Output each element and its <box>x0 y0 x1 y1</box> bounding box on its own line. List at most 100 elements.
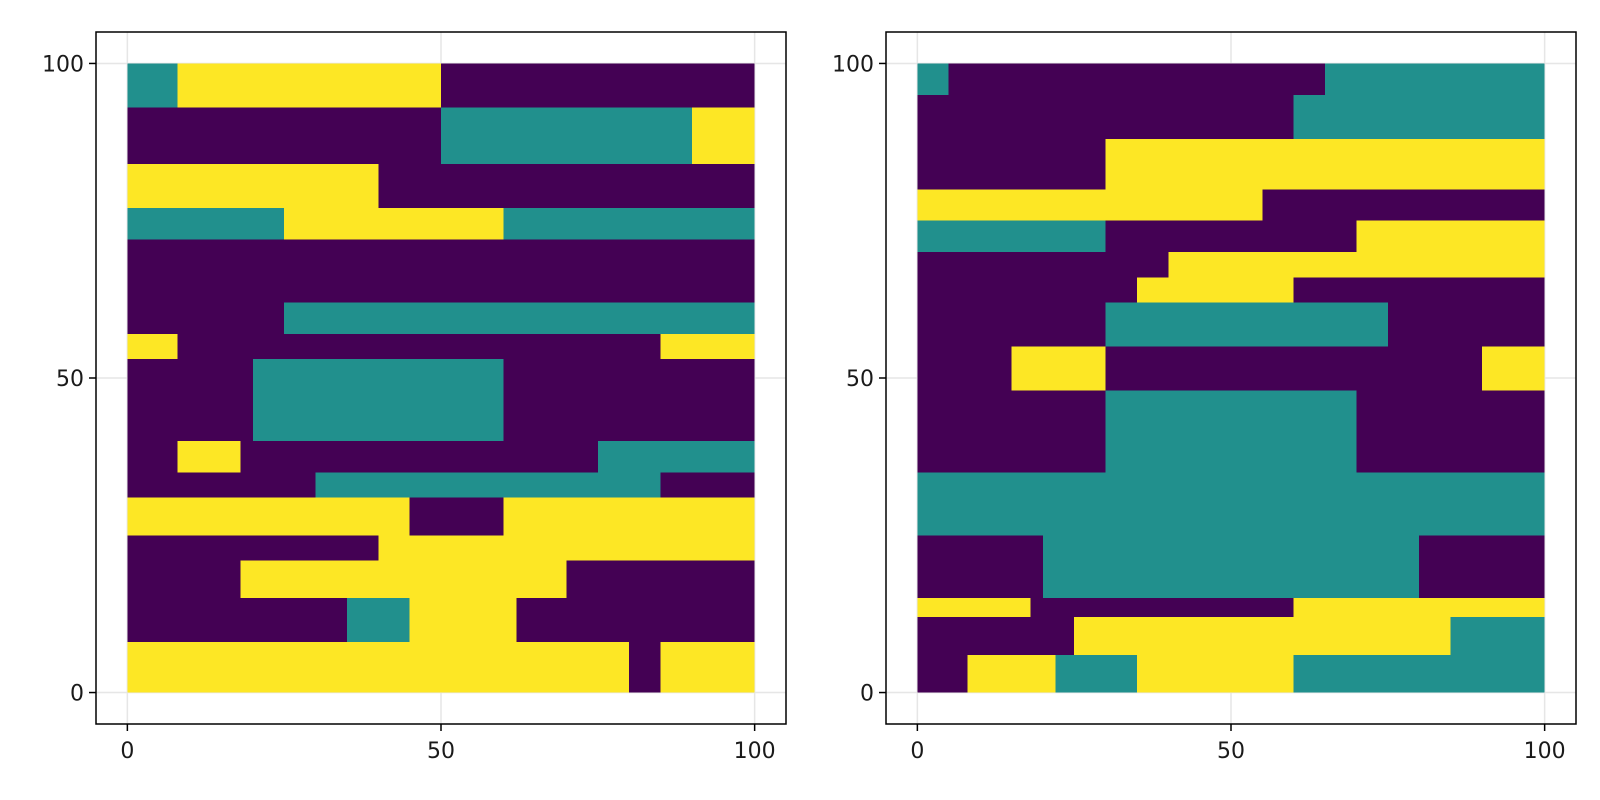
heatmap-cell-category-1 <box>917 138 1106 190</box>
heatmap-cell-category-1 <box>409 497 504 536</box>
heatmap-cell-category-2 <box>315 472 661 498</box>
heatmap-cell-category-2 <box>346 598 410 643</box>
heatmap-cell-category-1 <box>127 472 316 498</box>
heatmap-cell-category-2 <box>127 208 285 240</box>
heatmap-cell-category-1 <box>917 277 1137 303</box>
heatmap-cell-category-2 <box>1293 654 1545 693</box>
heatmap-cell-category-1 <box>948 63 1326 95</box>
heatmap-cell-category-1 <box>378 164 755 209</box>
heatmap-cell-category-3 <box>1105 138 1545 190</box>
heatmap-cell-category-2 <box>917 220 1106 253</box>
heatmap-cell-category-1 <box>1387 302 1545 347</box>
heatmap-cell-category-3 <box>284 208 504 240</box>
x-tick-label: 50 <box>427 739 455 764</box>
heatmap-cell-category-2 <box>252 359 504 441</box>
heatmap-cell-category-1 <box>917 654 968 693</box>
heatmap-cells <box>917 63 1545 693</box>
y-tick-label: 100 <box>832 52 874 77</box>
heatmap-cell-category-3 <box>917 598 1031 618</box>
heatmap-cell-category-3 <box>1011 346 1106 391</box>
heatmap-cell-category-1 <box>1262 189 1545 221</box>
heatmap-panel-2: 0 50 100 0 50 100 <box>832 31 1577 764</box>
x-tick-label: 100 <box>734 739 776 764</box>
heatmap-cell-category-3 <box>917 189 1263 221</box>
heatmap-cell-category-2 <box>1105 302 1388 347</box>
heatmap-cell-category-1 <box>127 598 347 643</box>
x-tick-label: 50 <box>1217 739 1245 764</box>
heatmap-cell-category-1 <box>1105 220 1357 253</box>
heatmap-cell-category-1 <box>127 359 253 441</box>
heatmap-cell-category-3 <box>378 535 755 561</box>
heatmap-cell-category-3 <box>691 107 755 165</box>
heatmap-cell-category-3 <box>1168 252 1545 278</box>
heatmap-cell-category-1 <box>127 440 178 473</box>
heatmap-cell-category-1 <box>1293 277 1545 303</box>
heatmap-cell-category-3 <box>127 333 178 360</box>
heatmap-cell-category-2 <box>127 63 178 108</box>
heatmap-cell-category-1 <box>566 560 755 599</box>
heatmap-cell-category-2 <box>1055 654 1137 693</box>
heatmap-cell-category-1 <box>127 535 379 561</box>
heatmap-cell-category-1 <box>917 94 1294 139</box>
heatmap-cell-category-2 <box>1105 390 1357 473</box>
heatmap-cell-category-1 <box>1356 390 1545 473</box>
heatmap-cell-category-2 <box>1293 94 1545 139</box>
heatmap-panel-1: 0 50 100 0 50 100 <box>42 31 787 764</box>
heatmap-cell-category-1 <box>127 560 241 599</box>
heatmap-cell-category-1 <box>917 535 1043 599</box>
heatmap-cell-category-1 <box>240 440 598 473</box>
heatmap-cell-category-1 <box>917 346 1012 391</box>
y-tick-label: 0 <box>860 682 874 707</box>
heatmap-cell-category-1 <box>127 239 755 303</box>
heatmap-cell-category-2 <box>1450 617 1545 655</box>
y-tick-label: 100 <box>42 52 84 77</box>
heatmap-cell-category-3 <box>1293 598 1545 618</box>
heatmap-cell-category-1 <box>629 642 661 693</box>
heatmap-cell-category-2 <box>917 63 949 95</box>
heatmap-cell-category-1 <box>917 302 1106 347</box>
heatmap-cell-category-3 <box>967 654 1056 693</box>
heatmap-cell-category-1 <box>127 107 441 165</box>
heatmap-cell-category-1 <box>917 252 1169 278</box>
heatmap-cell-category-2 <box>441 107 692 165</box>
heatmap-cell-category-1 <box>441 63 755 108</box>
heatmap-cell-category-1 <box>1419 535 1545 599</box>
x-tick-label: 0 <box>910 739 924 764</box>
heatmap-cell-category-2 <box>917 472 1545 536</box>
heatmap-cell-category-1 <box>127 302 285 334</box>
heatmap-cell-category-1 <box>516 598 755 643</box>
heatmap-cell-category-1 <box>177 333 661 360</box>
heatmap-cell-category-2 <box>284 302 755 334</box>
heatmap-cell-category-1 <box>503 359 755 441</box>
heatmap-cell-category-3 <box>177 63 441 108</box>
heatmap-cell-category-2 <box>503 208 755 240</box>
heatmap-cell-category-3 <box>127 642 630 693</box>
heatmap-cell-category-3 <box>1136 654 1294 693</box>
heatmap-cell-category-1 <box>917 390 1106 473</box>
heatmap-cell-category-1 <box>1105 346 1482 391</box>
y-tick-label: 50 <box>846 367 874 392</box>
x-tick-label: 100 <box>1524 739 1566 764</box>
heatmap-cell-category-1 <box>917 617 1075 655</box>
heatmap-cell-category-2 <box>1042 535 1420 599</box>
heatmap-cells <box>127 63 755 693</box>
heatmap-cell-category-3 <box>127 164 379 209</box>
heatmap-cell-category-3 <box>177 440 241 473</box>
heatmap-cell-category-1 <box>660 472 755 498</box>
heatmap-cell-category-2 <box>597 440 755 473</box>
heatmap-cell-category-3 <box>1356 220 1545 253</box>
heatmap-cell-category-3 <box>503 497 755 536</box>
heatmap-cell-category-3 <box>660 642 755 693</box>
heatmap-cell-category-3 <box>660 333 755 360</box>
heatmap-cell-category-2 <box>1325 63 1545 95</box>
heatmap-cell-category-3 <box>127 497 410 536</box>
x-tick-label: 0 <box>120 739 134 764</box>
y-tick-label: 50 <box>56 367 84 392</box>
heatmap-cell-category-3 <box>240 560 567 599</box>
heatmap-cell-category-3 <box>1074 617 1451 655</box>
heatmap-cell-category-3 <box>1481 346 1545 391</box>
y-tick-label: 0 <box>70 682 84 707</box>
heatmap-cell-category-1 <box>1030 598 1294 618</box>
heatmap-cell-category-3 <box>1136 277 1294 303</box>
